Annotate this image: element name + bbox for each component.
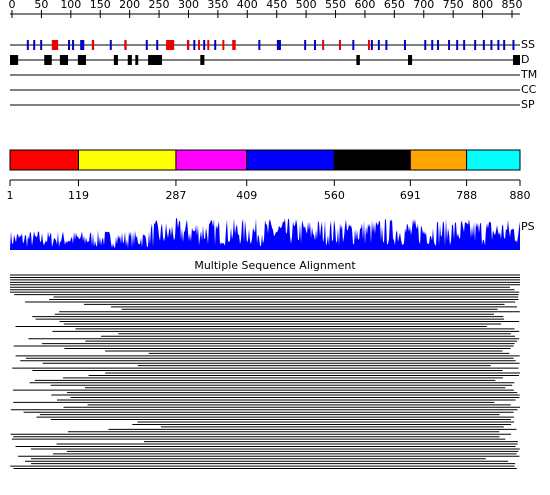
ruler-label: 50 bbox=[34, 0, 48, 11]
disorder-region bbox=[148, 55, 163, 65]
domain-segment bbox=[409, 149, 468, 171]
ss-element bbox=[474, 40, 477, 50]
disorder-region bbox=[127, 55, 132, 65]
ss-element bbox=[482, 40, 485, 50]
ss-element bbox=[232, 40, 236, 50]
ss-element bbox=[448, 40, 451, 50]
ss-element bbox=[26, 40, 29, 50]
domain-segment bbox=[466, 149, 521, 171]
ss-element bbox=[51, 40, 59, 50]
disorder-region bbox=[59, 55, 69, 65]
ss-element bbox=[80, 40, 85, 50]
ruler-label: 450 bbox=[266, 0, 287, 11]
ss-element bbox=[338, 40, 341, 50]
ss-element bbox=[497, 40, 500, 50]
track-label: TM bbox=[520, 68, 537, 81]
ss-element bbox=[156, 40, 159, 50]
domain-label: 880 bbox=[510, 189, 531, 202]
ruler-label: 350 bbox=[207, 0, 228, 11]
ss-element bbox=[456, 40, 459, 50]
ruler-label: 550 bbox=[325, 0, 346, 11]
ss-element bbox=[403, 40, 406, 50]
ruler-label: 400 bbox=[237, 0, 258, 11]
disorder-region bbox=[513, 55, 520, 65]
domain-segment bbox=[175, 149, 248, 171]
disorder-region bbox=[113, 55, 118, 65]
ss-element bbox=[40, 40, 43, 50]
ss-element bbox=[145, 40, 148, 50]
disorder-region bbox=[356, 55, 360, 65]
ss-element bbox=[385, 40, 388, 50]
domain-label: 1 bbox=[7, 189, 14, 202]
ss-element bbox=[222, 40, 225, 50]
ss-element bbox=[431, 40, 434, 50]
track-label: SP bbox=[521, 98, 535, 111]
domain-label: 560 bbox=[324, 189, 345, 202]
ss-element bbox=[72, 40, 75, 50]
disorder-region bbox=[44, 55, 52, 65]
domain-segment bbox=[246, 149, 335, 171]
ruler-label: 850 bbox=[502, 0, 523, 11]
track-label: SS bbox=[521, 38, 535, 51]
domain-label: 691 bbox=[400, 189, 421, 202]
ss-element bbox=[166, 40, 175, 50]
ss-element bbox=[214, 40, 217, 50]
ruler-label: 600 bbox=[354, 0, 375, 11]
track-label: D bbox=[521, 53, 529, 66]
ss-element bbox=[304, 40, 307, 50]
ss-element bbox=[370, 40, 373, 50]
ss-element bbox=[109, 40, 112, 50]
ss-element bbox=[424, 40, 427, 50]
ruler-label: 650 bbox=[384, 0, 405, 11]
disorder-region bbox=[10, 55, 19, 65]
domain-segment bbox=[9, 149, 79, 171]
ss-element bbox=[512, 40, 515, 50]
disorder-region bbox=[135, 55, 139, 65]
disorder-region bbox=[77, 55, 87, 65]
ss-element bbox=[276, 40, 281, 50]
ss-element bbox=[490, 40, 493, 50]
ss-element bbox=[207, 40, 210, 50]
domain-label: 287 bbox=[165, 189, 186, 202]
disorder-region bbox=[408, 55, 413, 65]
ruler-label: 200 bbox=[119, 0, 140, 11]
ruler-label: 750 bbox=[443, 0, 464, 11]
ss-element bbox=[68, 40, 71, 50]
domain-label: 119 bbox=[68, 189, 89, 202]
ps-profile bbox=[10, 218, 520, 250]
ss-element bbox=[503, 40, 506, 50]
ss-element bbox=[437, 40, 440, 50]
domain-segment bbox=[77, 149, 177, 171]
ss-element bbox=[193, 40, 196, 50]
ss-element bbox=[197, 40, 200, 50]
ss-element bbox=[203, 40, 206, 50]
ruler-label: 700 bbox=[413, 0, 434, 11]
ss-element bbox=[314, 40, 317, 50]
ss-element bbox=[367, 40, 370, 50]
ruler-label: 150 bbox=[90, 0, 111, 11]
ruler-label: 100 bbox=[60, 0, 81, 11]
ss-element bbox=[124, 40, 127, 50]
ss-element bbox=[33, 40, 36, 50]
ruler-label: 250 bbox=[149, 0, 170, 11]
ss-element bbox=[91, 40, 95, 50]
ps-label: PS bbox=[521, 220, 535, 233]
msa-title: Multiple Sequence Alignment bbox=[194, 259, 356, 272]
domain-label: 409 bbox=[236, 189, 257, 202]
ruler-label: 500 bbox=[296, 0, 317, 11]
ruler-label: 0 bbox=[9, 0, 16, 11]
track-label: CC bbox=[521, 83, 537, 96]
ss-element bbox=[352, 40, 355, 50]
disorder-region bbox=[200, 55, 205, 65]
ss-element bbox=[186, 40, 190, 50]
ruler-label: 300 bbox=[178, 0, 199, 11]
domain-segment bbox=[333, 149, 411, 171]
ss-element bbox=[377, 40, 380, 50]
domain-label: 788 bbox=[456, 189, 477, 202]
ruler-label: 800 bbox=[472, 0, 493, 11]
ss-element bbox=[258, 40, 261, 50]
ss-element bbox=[463, 40, 466, 50]
ss-element bbox=[322, 40, 325, 50]
